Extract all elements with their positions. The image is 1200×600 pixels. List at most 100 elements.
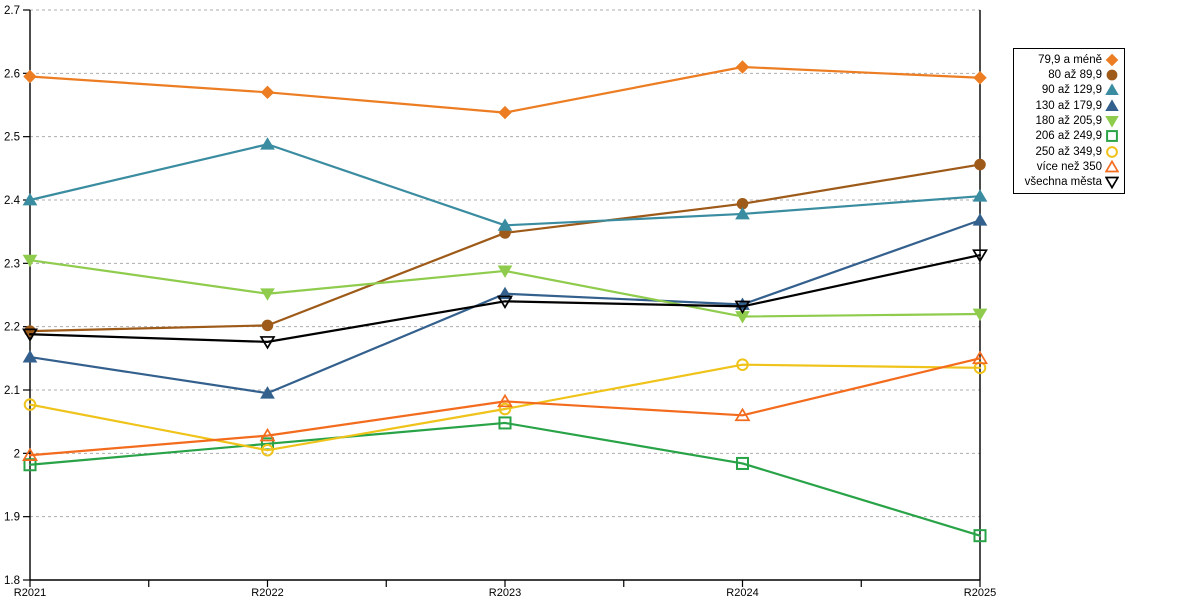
triangle-up-marker-icon bbox=[734, 407, 751, 422]
triangle-up-marker-icon bbox=[497, 218, 513, 231]
legend-label: 180 až 205,9 bbox=[1035, 114, 1102, 127]
legend-label: 250 až 349,9 bbox=[1035, 145, 1102, 158]
triangle-down-marker-icon bbox=[497, 295, 513, 309]
series-line bbox=[28, 254, 982, 343]
triangle-down-marker-icon bbox=[734, 300, 751, 315]
triangle-up-marker-icon bbox=[1105, 159, 1119, 173]
diamond-marker-icon bbox=[23, 69, 37, 84]
triangle-down-marker-icon bbox=[1105, 116, 1119, 128]
y-tick-label: 2 bbox=[14, 448, 20, 460]
series-1 bbox=[23, 60, 987, 120]
triangle-up-marker-icon bbox=[972, 189, 988, 202]
legend-marker bbox=[1106, 130, 1118, 143]
legend-item: 206 až 249,9 bbox=[1022, 129, 1119, 144]
circle-marker-icon bbox=[498, 402, 512, 416]
y-tick-label: 2.2 bbox=[4, 322, 20, 334]
legend-item: 180 až 205,9 bbox=[1022, 113, 1119, 128]
diamond-marker-icon bbox=[1105, 53, 1119, 66]
series-line bbox=[28, 421, 982, 537]
circle-marker-icon bbox=[261, 319, 274, 332]
diamond-marker-icon bbox=[735, 60, 750, 74]
legend-label: 206 až 249,9 bbox=[1035, 130, 1102, 143]
diamond-marker-icon bbox=[973, 71, 987, 85]
legend-item: 250 až 349,9 bbox=[1022, 144, 1119, 159]
circle-marker-icon bbox=[736, 358, 749, 371]
legend-label: více než 350 bbox=[1036, 160, 1102, 173]
legend-marker bbox=[1105, 176, 1119, 190]
y-tick-label: 2.5 bbox=[4, 132, 20, 144]
legend-label: všechna města bbox=[1024, 176, 1102, 189]
legend-item: 90 až 129,9 bbox=[1022, 83, 1119, 98]
legend-item: 80 až 89,9 bbox=[1022, 67, 1119, 82]
triangle-up-marker-icon bbox=[22, 350, 38, 363]
triangle-down-marker-icon bbox=[972, 249, 988, 263]
series-5 bbox=[22, 254, 988, 324]
square-marker-icon bbox=[498, 416, 512, 430]
triangle-down-marker-icon bbox=[259, 336, 276, 350]
triangle-up-marker-icon bbox=[972, 350, 988, 365]
x-tick-label: R2024 bbox=[726, 587, 758, 599]
series-8 bbox=[22, 350, 988, 462]
y-tick-label: 2.4 bbox=[4, 195, 21, 207]
series-line bbox=[28, 363, 982, 452]
legend-item: více než 350 bbox=[1022, 159, 1119, 174]
circle-marker-icon bbox=[261, 443, 274, 457]
triangle-up-marker-icon bbox=[972, 213, 988, 226]
y-tick-label: 2.7 bbox=[4, 5, 20, 17]
triangle-up-marker-icon bbox=[497, 393, 513, 408]
legend-label: 80 až 89,9 bbox=[1048, 69, 1102, 81]
legend-marker bbox=[1105, 116, 1119, 128]
y-tick-label: 1.9 bbox=[4, 512, 20, 524]
legend-marker bbox=[1105, 159, 1119, 173]
chart-legend: 79,9 a méně 80 až 89,9 90 až 129,9 130 až 1… bbox=[1013, 48, 1125, 194]
series-2 bbox=[24, 158, 986, 337]
series-6 bbox=[23, 416, 987, 543]
legend-label: 79,9 a méně bbox=[1038, 53, 1102, 66]
triangle-up-marker-icon bbox=[1105, 83, 1119, 96]
x-tick-label: R2023 bbox=[489, 587, 521, 599]
y-tick-label: 1.8 bbox=[4, 575, 20, 587]
triangle-down-marker-icon bbox=[22, 328, 38, 342]
legend-item: všechna města bbox=[1022, 175, 1119, 190]
legend-marker bbox=[1106, 145, 1118, 158]
series-line bbox=[28, 65, 982, 114]
x-tick-label: R2025 bbox=[964, 587, 996, 599]
series-9 bbox=[22, 249, 988, 350]
legend-item: 79,9 a méně bbox=[1022, 52, 1119, 67]
series-3 bbox=[22, 137, 988, 231]
gridlines bbox=[30, 9, 980, 581]
x-tick-label: R2022 bbox=[251, 587, 283, 599]
triangle-up-marker-icon bbox=[260, 386, 275, 399]
square-marker-icon bbox=[23, 458, 37, 472]
triangle-up-marker-icon bbox=[260, 137, 275, 150]
triangle-down-marker-icon bbox=[260, 288, 275, 301]
y-tick-label: 2.6 bbox=[4, 68, 20, 80]
circle-marker-icon bbox=[1106, 145, 1118, 158]
triangle-up-marker-icon bbox=[1105, 99, 1119, 111]
square-marker-icon bbox=[735, 456, 750, 470]
triangle-up-marker-icon bbox=[735, 206, 750, 220]
triangle-up-marker-icon bbox=[22, 193, 38, 206]
series-line bbox=[28, 143, 982, 227]
y-tick-label: 2.3 bbox=[4, 258, 20, 270]
triangle-down-marker-icon bbox=[497, 265, 513, 278]
legend-label: 90 až 129,9 bbox=[1041, 84, 1102, 97]
circle-marker-icon bbox=[974, 158, 986, 171]
square-marker-icon bbox=[973, 529, 987, 543]
diamond-marker-icon bbox=[498, 105, 512, 120]
series-7 bbox=[23, 358, 987, 457]
y-tick-label: 2.1 bbox=[4, 385, 20, 397]
legend-item: 130 až 179,9 bbox=[1022, 98, 1119, 113]
circle-marker-icon bbox=[1106, 69, 1118, 81]
legend-marker bbox=[1105, 83, 1119, 96]
legend-marker bbox=[1105, 99, 1119, 111]
triangle-down-marker-icon bbox=[972, 308, 988, 321]
diamond-marker-icon bbox=[260, 85, 275, 100]
triangle-up-marker-icon bbox=[22, 447, 38, 462]
triangle-down-marker-icon bbox=[22, 254, 38, 268]
square-marker-icon bbox=[1106, 130, 1118, 143]
triangle-down-marker-icon bbox=[1105, 176, 1119, 190]
legend-label: 130 až 179,9 bbox=[1035, 99, 1102, 112]
